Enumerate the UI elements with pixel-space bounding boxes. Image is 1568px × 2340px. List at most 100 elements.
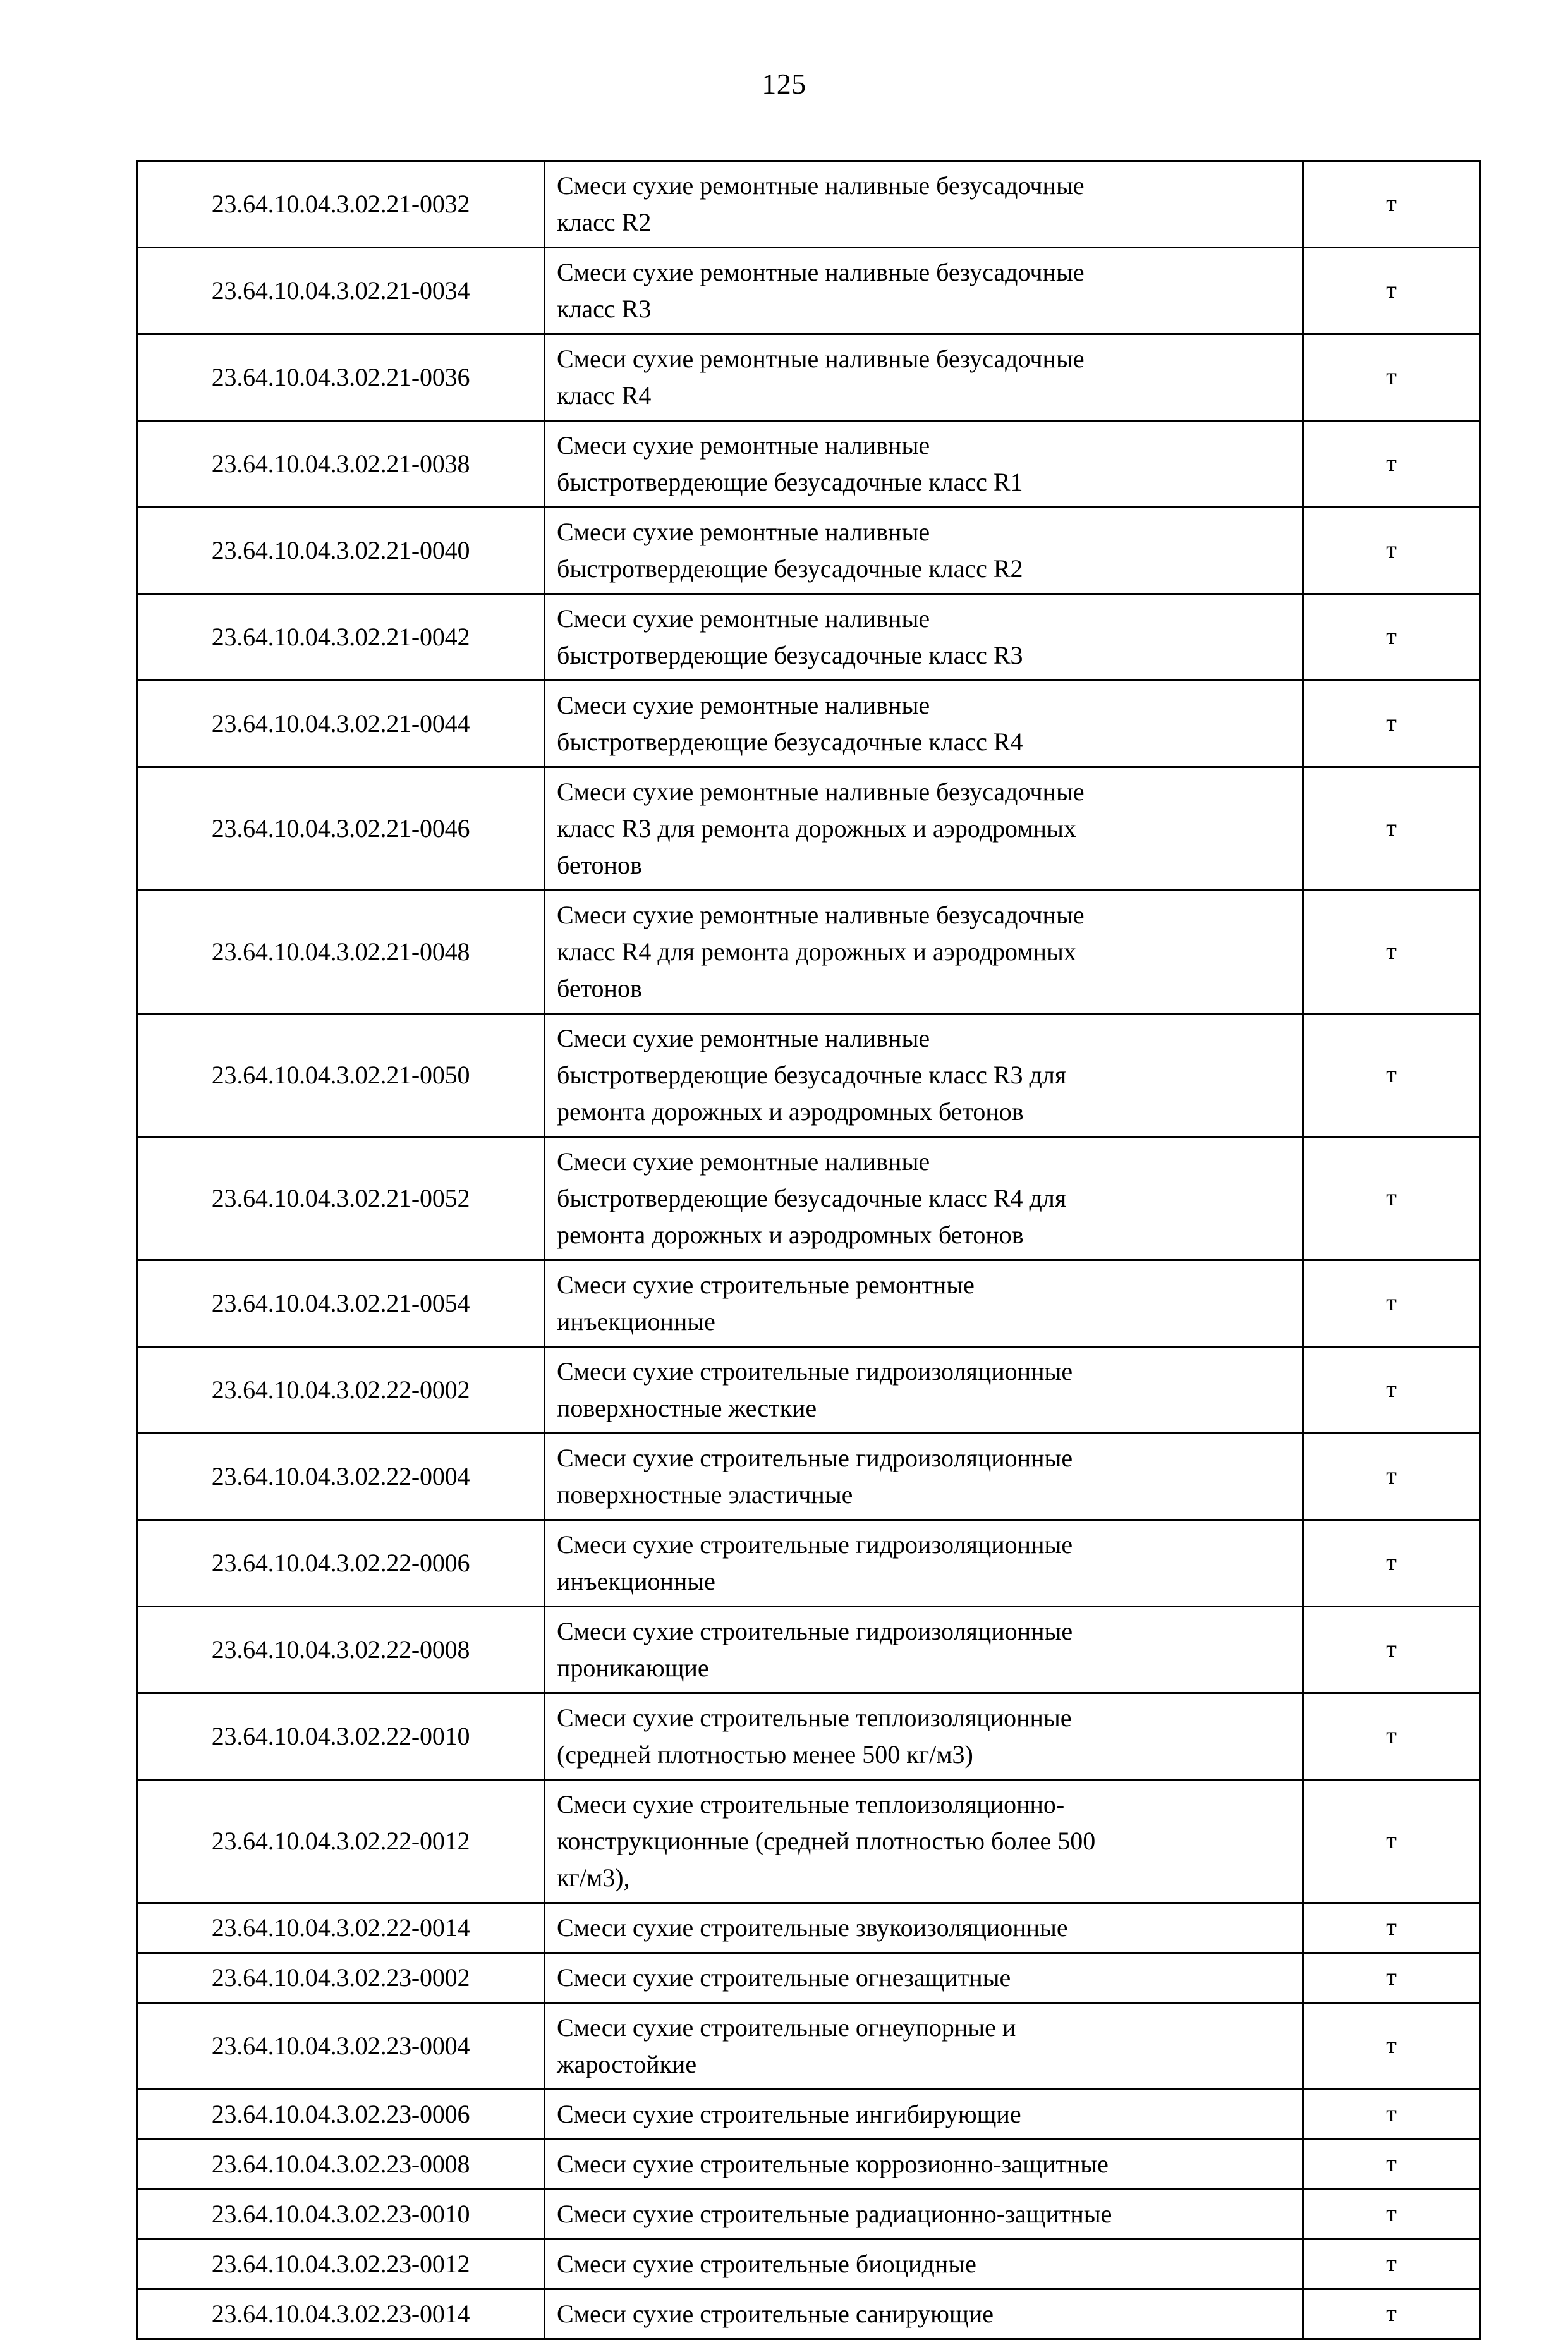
cell-unit: т <box>1302 889 1481 1015</box>
cell-unit: т <box>1302 2238 1481 2290</box>
table-row: 23.64.10.04.3.02.22-0006 Смеси сухие стро… <box>136 1519 1481 1607</box>
cell-code: 23.64.10.04.3.02.21-0034 <box>136 247 545 335</box>
table-row: 23.64.10.04.3.02.21-0034 Смеси сухие ремо… <box>136 247 1481 335</box>
table-row: 23.64.10.04.3.02.23-0008 Смеси сухие стро… <box>136 2138 1481 2190</box>
table-row: 23.64.10.04.3.02.21-0038 Смеси сухие ремо… <box>136 420 1481 508</box>
table-row: 23.64.10.04.3.02.21-0042 Смеси сухие ремо… <box>136 593 1481 681</box>
name-line: Смеси сухие строительные гидроизоляционн… <box>557 1617 1073 1645</box>
name-line: Смеси сухие ремонтные наливные <box>557 1024 930 1052</box>
cell-name: Смеси сухие строительные звукоизоляционн… <box>544 1902 1304 1954</box>
name-line: Смеси сухие ремонтные наливные <box>557 604 930 633</box>
name-line: быстротвердеющие безусадочные класс R4 <box>557 728 1023 756</box>
table-row: 23.64.10.04.3.02.21-0032 Смеси сухие ремо… <box>136 160 1481 248</box>
table-row: 23.64.10.04.3.02.22-0004 Смеси сухие стро… <box>136 1432 1481 1521</box>
table-row: 23.64.10.04.3.02.22-0014 Смеси сухие стро… <box>136 1902 1481 1954</box>
name-line: ремонта дорожных и аэродромных бетонов <box>557 1097 1024 1126</box>
cell-code: 23.64.10.04.3.02.21-0042 <box>136 593 545 681</box>
cell-code: 23.64.10.04.3.02.21-0048 <box>136 889 545 1015</box>
cell-code: 23.64.10.04.3.02.21-0040 <box>136 506 545 595</box>
cell-name: Смеси сухие ремонтные наливные безусадоч… <box>544 766 1304 891</box>
name-line: (средней плотностью менее 500 кг/м3) <box>557 1740 973 1769</box>
name-line: Смеси сухие ремонтные наливные <box>557 691 930 719</box>
cell-name: Смеси сухие строительные биоцидные <box>544 2238 1304 2290</box>
cell-code: 23.64.10.04.3.02.21-0054 <box>136 1259 545 1348</box>
table-row: 23.64.10.04.3.02.21-0044 Смеси сухие ремо… <box>136 679 1481 768</box>
name-line: быстротвердеющие безусадочные класс R3 д… <box>557 1061 1067 1089</box>
name-line: Смеси сухие ремонтные наливные безусадоч… <box>557 901 1085 929</box>
name-line: Смеси сухие ремонтные наливные <box>557 518 930 546</box>
name-line: проникающие <box>557 1654 709 1682</box>
cell-code: 23.64.10.04.3.02.21-0044 <box>136 679 545 768</box>
name-line: Смеси сухие строительные огнеупорные и <box>557 2013 1016 2042</box>
cell-code: 23.64.10.04.3.02.21-0050 <box>136 1013 545 1138</box>
table-body: 23.64.10.04.3.02.21-0032 Смеси сухие ремо… <box>136 160 1481 2340</box>
cell-name: Смеси сухие ремонтные наливные быстротвер… <box>544 1136 1304 1261</box>
table-row: 23.64.10.04.3.02.23-0010 Смеси сухие стро… <box>136 2188 1481 2240</box>
cell-unit: т <box>1302 247 1481 335</box>
table-row: 23.64.10.04.3.02.21-0050 Смеси сухие ремо… <box>136 1013 1481 1138</box>
cell-name: Смеси сухие строительные гидроизоляционн… <box>544 1346 1304 1434</box>
name-line: Смеси сухие ремонтные наливные безусадоч… <box>557 171 1085 200</box>
cell-code: 23.64.10.04.3.02.21-0052 <box>136 1136 545 1261</box>
cell-unit: т <box>1302 1779 1481 1904</box>
table-row: 23.64.10.04.3.02.22-0002 Смеси сухие стро… <box>136 1346 1481 1434</box>
table-row: 23.64.10.04.3.02.23-0014 Смеси сухие стро… <box>136 2288 1481 2340</box>
cell-name: Смеси сухие ремонтные наливные быстротвер… <box>544 1013 1304 1138</box>
cell-unit: т <box>1302 420 1481 508</box>
name-line: Смеси сухие строительные теплоизоляционн… <box>557 1790 1065 1819</box>
cell-unit: т <box>1302 1902 1481 1954</box>
cell-unit: т <box>1302 2088 1481 2140</box>
cell-code: 23.64.10.04.3.02.22-0004 <box>136 1432 545 1521</box>
name-line: Смеси сухие строительные гидроизоляционн… <box>557 1530 1073 1559</box>
name-line: ремонта дорожных и аэродромных бетонов <box>557 1221 1024 1249</box>
name-line: Смеси сухие строительные огнезащитные <box>557 1963 1011 1992</box>
cell-name: Смеси сухие строительные ингибирующие <box>544 2088 1304 2140</box>
name-line: класс R3 для ремонта дорожных и аэродром… <box>557 814 1076 843</box>
name-line: Смеси сухие строительные теплоизоляционн… <box>557 1703 1072 1732</box>
name-line: быстротвердеющие безусадочные класс R3 <box>557 641 1023 669</box>
name-line: Смеси сухие ремонтные наливные <box>557 1147 930 1176</box>
name-line: класс R4 для ремонта дорожных и аэродром… <box>557 937 1076 966</box>
cell-name: Смеси сухие ремонтные наливные быстротвер… <box>544 506 1304 595</box>
cell-name: Смеси сухие ремонтные наливные быстротвер… <box>544 593 1304 681</box>
cell-code: 23.64.10.04.3.02.21-0032 <box>136 160 545 248</box>
table-row: 23.64.10.04.3.02.21-0046 Смеси сухие ремо… <box>136 766 1481 891</box>
cell-name: Смеси сухие ремонтные наливные безусадоч… <box>544 889 1304 1015</box>
cell-unit: т <box>1302 506 1481 595</box>
table-row: 23.64.10.04.3.02.21-0036 Смеси сухие ремо… <box>136 333 1481 422</box>
table-row: 23.64.10.04.3.02.23-0004 Смеси сухие стро… <box>136 2002 1481 2090</box>
cell-code: 23.64.10.04.3.02.22-0010 <box>136 1692 545 1781</box>
cell-name: Смеси сухие строительные теплоизоляционн… <box>544 1779 1304 1904</box>
cell-unit: т <box>1302 1259 1481 1348</box>
cell-unit: т <box>1302 333 1481 422</box>
table-row: 23.64.10.04.3.02.23-0006 Смеси сухие стро… <box>136 2088 1481 2140</box>
name-line: класс R3 <box>557 295 652 323</box>
name-line: поверхностные жесткие <box>557 1394 817 1422</box>
cell-code: 23.64.10.04.3.02.21-0036 <box>136 333 545 422</box>
cell-unit: т <box>1302 1013 1481 1138</box>
table-row: 23.64.10.04.3.02.21-0040 Смеси сухие ремо… <box>136 506 1481 595</box>
table-row: 23.64.10.04.3.02.23-0002 Смеси сухие стро… <box>136 1952 1481 2004</box>
name-line: класс R4 <box>557 381 652 410</box>
cell-name: Смеси сухие строительные огнеупорные и жа… <box>544 2002 1304 2090</box>
cell-unit: т <box>1302 1432 1481 1521</box>
table-row: 23.64.10.04.3.02.21-0048 Смеси сухие ремо… <box>136 889 1481 1015</box>
cell-name: Смеси сухие строительные гидроизоляционн… <box>544 1432 1304 1521</box>
cell-name: Смеси сухие строительные коррозионно-защ… <box>544 2138 1304 2190</box>
cell-unit: т <box>1302 1952 1481 2004</box>
cell-name: Смеси сухие строительные гидроизоляционн… <box>544 1519 1304 1607</box>
cell-unit: т <box>1302 1519 1481 1607</box>
name-line: быстротвердеющие безусадочные класс R4 д… <box>557 1184 1067 1212</box>
name-line: Смеси сухие строительные радиационно-защ… <box>557 2200 1112 2228</box>
cell-code: 23.64.10.04.3.02.23-0004 <box>136 2002 545 2090</box>
cell-code: 23.64.10.04.3.02.21-0046 <box>136 766 545 891</box>
cell-unit: т <box>1302 1692 1481 1781</box>
name-line: конструкционные (средней плотностью боле… <box>557 1827 1096 1855</box>
table-row: 23.64.10.04.3.02.21-0052 Смеси сухие ремо… <box>136 1136 1481 1261</box>
table-row: 23.64.10.04.3.02.23-0012 Смеси сухие стро… <box>136 2238 1481 2290</box>
name-line: Смеси сухие строительные гидроизоляционн… <box>557 1444 1073 1472</box>
cell-unit: т <box>1302 593 1481 681</box>
name-line: Смеси сухие строительные коррозионно-защ… <box>557 2150 1109 2178</box>
cell-name: Смеси сухие строительные теплоизоляционн… <box>544 1692 1304 1781</box>
cell-name: Смеси сухие строительные огнезащитные <box>544 1952 1304 2004</box>
